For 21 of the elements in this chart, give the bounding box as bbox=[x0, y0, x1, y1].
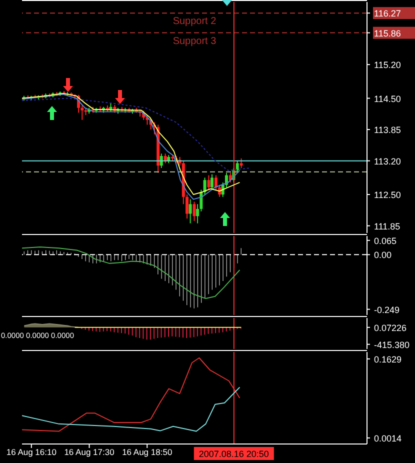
y-tick-label: 0.00 bbox=[374, 250, 392, 260]
ref-line-label: 2007.08.16 20:50 bbox=[198, 449, 269, 459]
ref-line-label: Support 3 bbox=[172, 36, 217, 47]
y-tick-label: -0.249 bbox=[374, 304, 400, 315]
y-tick-label: 0.065 bbox=[374, 236, 397, 246]
x-tick-label: 16 Aug 18:50 bbox=[122, 447, 172, 457]
y-tick-label: -415.380 bbox=[374, 340, 410, 350]
y-tick-label: 115.20 bbox=[374, 60, 401, 70]
y-tick-label: 0.0014 bbox=[374, 433, 402, 444]
y-tick-label: 111.85 bbox=[374, 221, 400, 232]
x-tick-label: 16 Aug 16:10 bbox=[6, 447, 57, 457]
y-tick-label: 113.85 bbox=[374, 125, 401, 136]
y-tick-label: 116.27 bbox=[374, 8, 401, 19]
y-tick-label: 0.07226 bbox=[374, 322, 407, 333]
y-tick-label: 113.20 bbox=[374, 156, 401, 166]
y-tick-label: 0.1629 bbox=[374, 354, 402, 364]
ref-line-label: Support 2 bbox=[172, 16, 217, 28]
y-tick-label: 115.86 bbox=[374, 28, 401, 38]
y-tick-label: 114.50 bbox=[374, 94, 401, 104]
y-tick-label: 112.50 bbox=[374, 190, 401, 200]
x-tick-label: 16 Aug 17:30 bbox=[64, 447, 115, 457]
